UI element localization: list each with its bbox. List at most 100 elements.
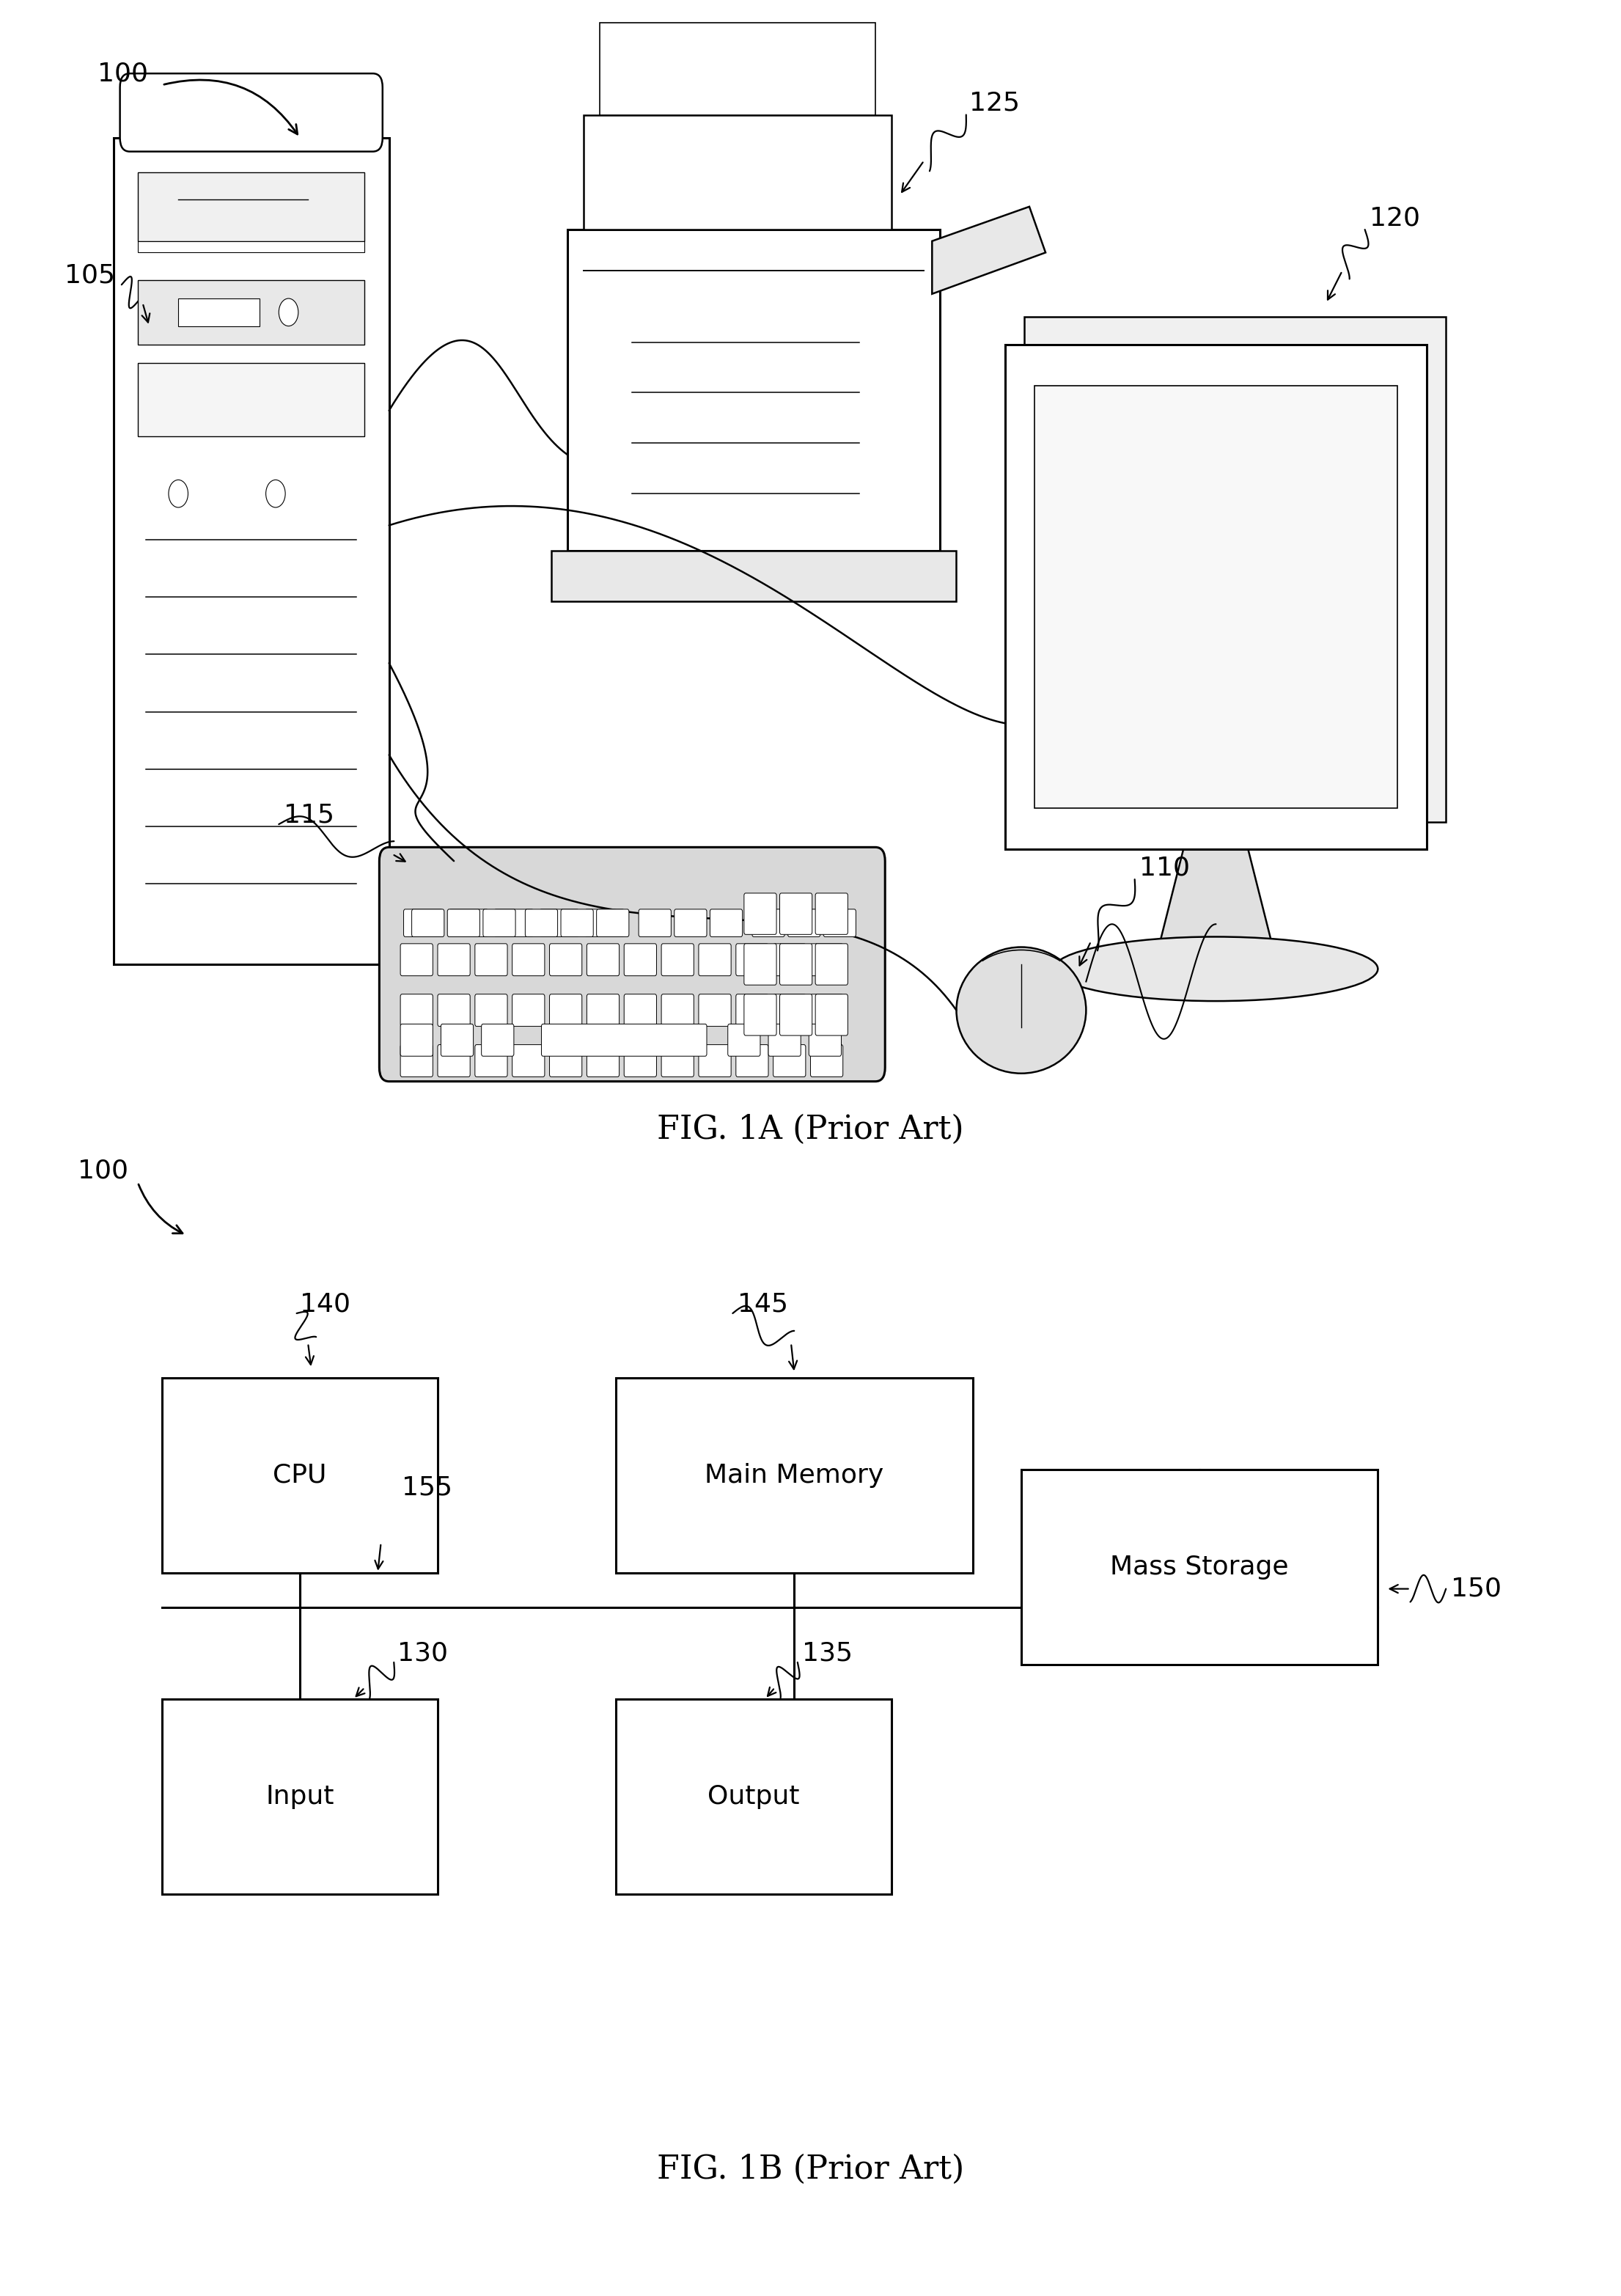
Text: 125: 125 — [969, 92, 1020, 115]
FancyBboxPatch shape — [587, 944, 619, 976]
FancyBboxPatch shape — [823, 909, 856, 937]
Text: 145: 145 — [738, 1293, 788, 1316]
Text: 130: 130 — [397, 1642, 447, 1665]
Text: CPU: CPU — [272, 1463, 327, 1488]
FancyBboxPatch shape — [438, 944, 470, 976]
FancyBboxPatch shape — [780, 994, 812, 1035]
Text: Mass Storage: Mass Storage — [1110, 1554, 1289, 1580]
FancyBboxPatch shape — [475, 944, 507, 976]
FancyBboxPatch shape — [550, 944, 582, 976]
Bar — [1034, 386, 1397, 808]
Text: Main Memory: Main Memory — [705, 1463, 883, 1488]
Polygon shape — [1159, 850, 1272, 946]
FancyBboxPatch shape — [699, 944, 731, 976]
Text: 135: 135 — [802, 1642, 853, 1665]
FancyBboxPatch shape — [447, 909, 480, 937]
FancyBboxPatch shape — [773, 944, 806, 976]
FancyBboxPatch shape — [744, 893, 776, 934]
FancyBboxPatch shape — [512, 1045, 545, 1077]
Text: 110: 110 — [1140, 856, 1190, 879]
FancyBboxPatch shape — [400, 1045, 433, 1077]
FancyBboxPatch shape — [736, 994, 768, 1026]
FancyBboxPatch shape — [404, 909, 443, 937]
Bar — [138, 172, 365, 241]
FancyBboxPatch shape — [639, 909, 671, 937]
FancyBboxPatch shape — [699, 994, 731, 1026]
FancyBboxPatch shape — [736, 944, 768, 976]
Text: 100: 100 — [78, 1159, 128, 1182]
FancyBboxPatch shape — [400, 1024, 433, 1056]
FancyBboxPatch shape — [736, 1045, 768, 1077]
FancyBboxPatch shape — [412, 909, 444, 937]
FancyBboxPatch shape — [815, 994, 848, 1035]
Text: FIG. 1B (Prior Art): FIG. 1B (Prior Art) — [657, 2154, 964, 2186]
FancyBboxPatch shape — [438, 1045, 470, 1077]
FancyBboxPatch shape — [624, 944, 657, 976]
FancyBboxPatch shape — [624, 994, 657, 1026]
FancyBboxPatch shape — [674, 909, 707, 937]
FancyBboxPatch shape — [481, 1024, 514, 1056]
FancyBboxPatch shape — [475, 1045, 507, 1077]
Text: 155: 155 — [402, 1476, 452, 1499]
Bar — [616, 1699, 892, 1894]
FancyBboxPatch shape — [788, 909, 820, 937]
Bar — [138, 241, 365, 253]
FancyBboxPatch shape — [809, 1024, 841, 1056]
Bar — [178, 298, 259, 326]
FancyBboxPatch shape — [661, 994, 694, 1026]
Bar — [616, 1378, 973, 1573]
Bar — [551, 551, 956, 602]
FancyBboxPatch shape — [438, 994, 470, 1026]
FancyBboxPatch shape — [661, 1045, 694, 1077]
Text: FIG. 1A (Prior Art): FIG. 1A (Prior Art) — [657, 1114, 964, 1146]
FancyBboxPatch shape — [587, 1045, 619, 1077]
FancyBboxPatch shape — [815, 944, 848, 985]
FancyBboxPatch shape — [512, 994, 545, 1026]
FancyBboxPatch shape — [597, 909, 629, 937]
FancyBboxPatch shape — [624, 1045, 657, 1077]
FancyBboxPatch shape — [710, 909, 742, 937]
FancyBboxPatch shape — [810, 994, 843, 1026]
FancyBboxPatch shape — [752, 909, 785, 937]
Bar — [1021, 1469, 1378, 1665]
FancyBboxPatch shape — [810, 1045, 843, 1077]
FancyBboxPatch shape — [120, 73, 383, 152]
Ellipse shape — [1054, 937, 1378, 1001]
Bar — [1024, 317, 1446, 822]
FancyBboxPatch shape — [561, 909, 593, 937]
Ellipse shape — [956, 946, 1086, 1072]
Text: Output: Output — [708, 1784, 799, 1809]
Circle shape — [169, 480, 188, 507]
Bar — [162, 1378, 438, 1573]
FancyBboxPatch shape — [768, 1024, 801, 1056]
FancyBboxPatch shape — [512, 944, 545, 976]
Text: Input: Input — [266, 1784, 334, 1809]
FancyBboxPatch shape — [815, 893, 848, 934]
FancyBboxPatch shape — [550, 994, 582, 1026]
Polygon shape — [584, 115, 892, 230]
FancyBboxPatch shape — [541, 1024, 707, 1056]
Text: 100: 100 — [97, 62, 148, 85]
FancyBboxPatch shape — [483, 909, 515, 937]
FancyBboxPatch shape — [699, 1045, 731, 1077]
FancyBboxPatch shape — [540, 909, 579, 937]
FancyBboxPatch shape — [773, 1045, 806, 1077]
Polygon shape — [932, 207, 1046, 294]
FancyBboxPatch shape — [744, 994, 776, 1035]
FancyBboxPatch shape — [441, 1024, 473, 1056]
Bar — [567, 230, 940, 551]
Polygon shape — [600, 23, 875, 115]
FancyBboxPatch shape — [400, 944, 433, 976]
FancyBboxPatch shape — [744, 944, 776, 985]
FancyBboxPatch shape — [780, 893, 812, 934]
Text: 115: 115 — [284, 804, 334, 827]
Bar — [1005, 344, 1426, 850]
FancyBboxPatch shape — [400, 994, 433, 1026]
FancyBboxPatch shape — [379, 847, 885, 1081]
Text: 105: 105 — [65, 264, 115, 287]
Circle shape — [266, 480, 285, 507]
FancyBboxPatch shape — [587, 994, 619, 1026]
FancyBboxPatch shape — [475, 994, 507, 1026]
Bar — [138, 280, 365, 344]
FancyBboxPatch shape — [494, 909, 533, 937]
